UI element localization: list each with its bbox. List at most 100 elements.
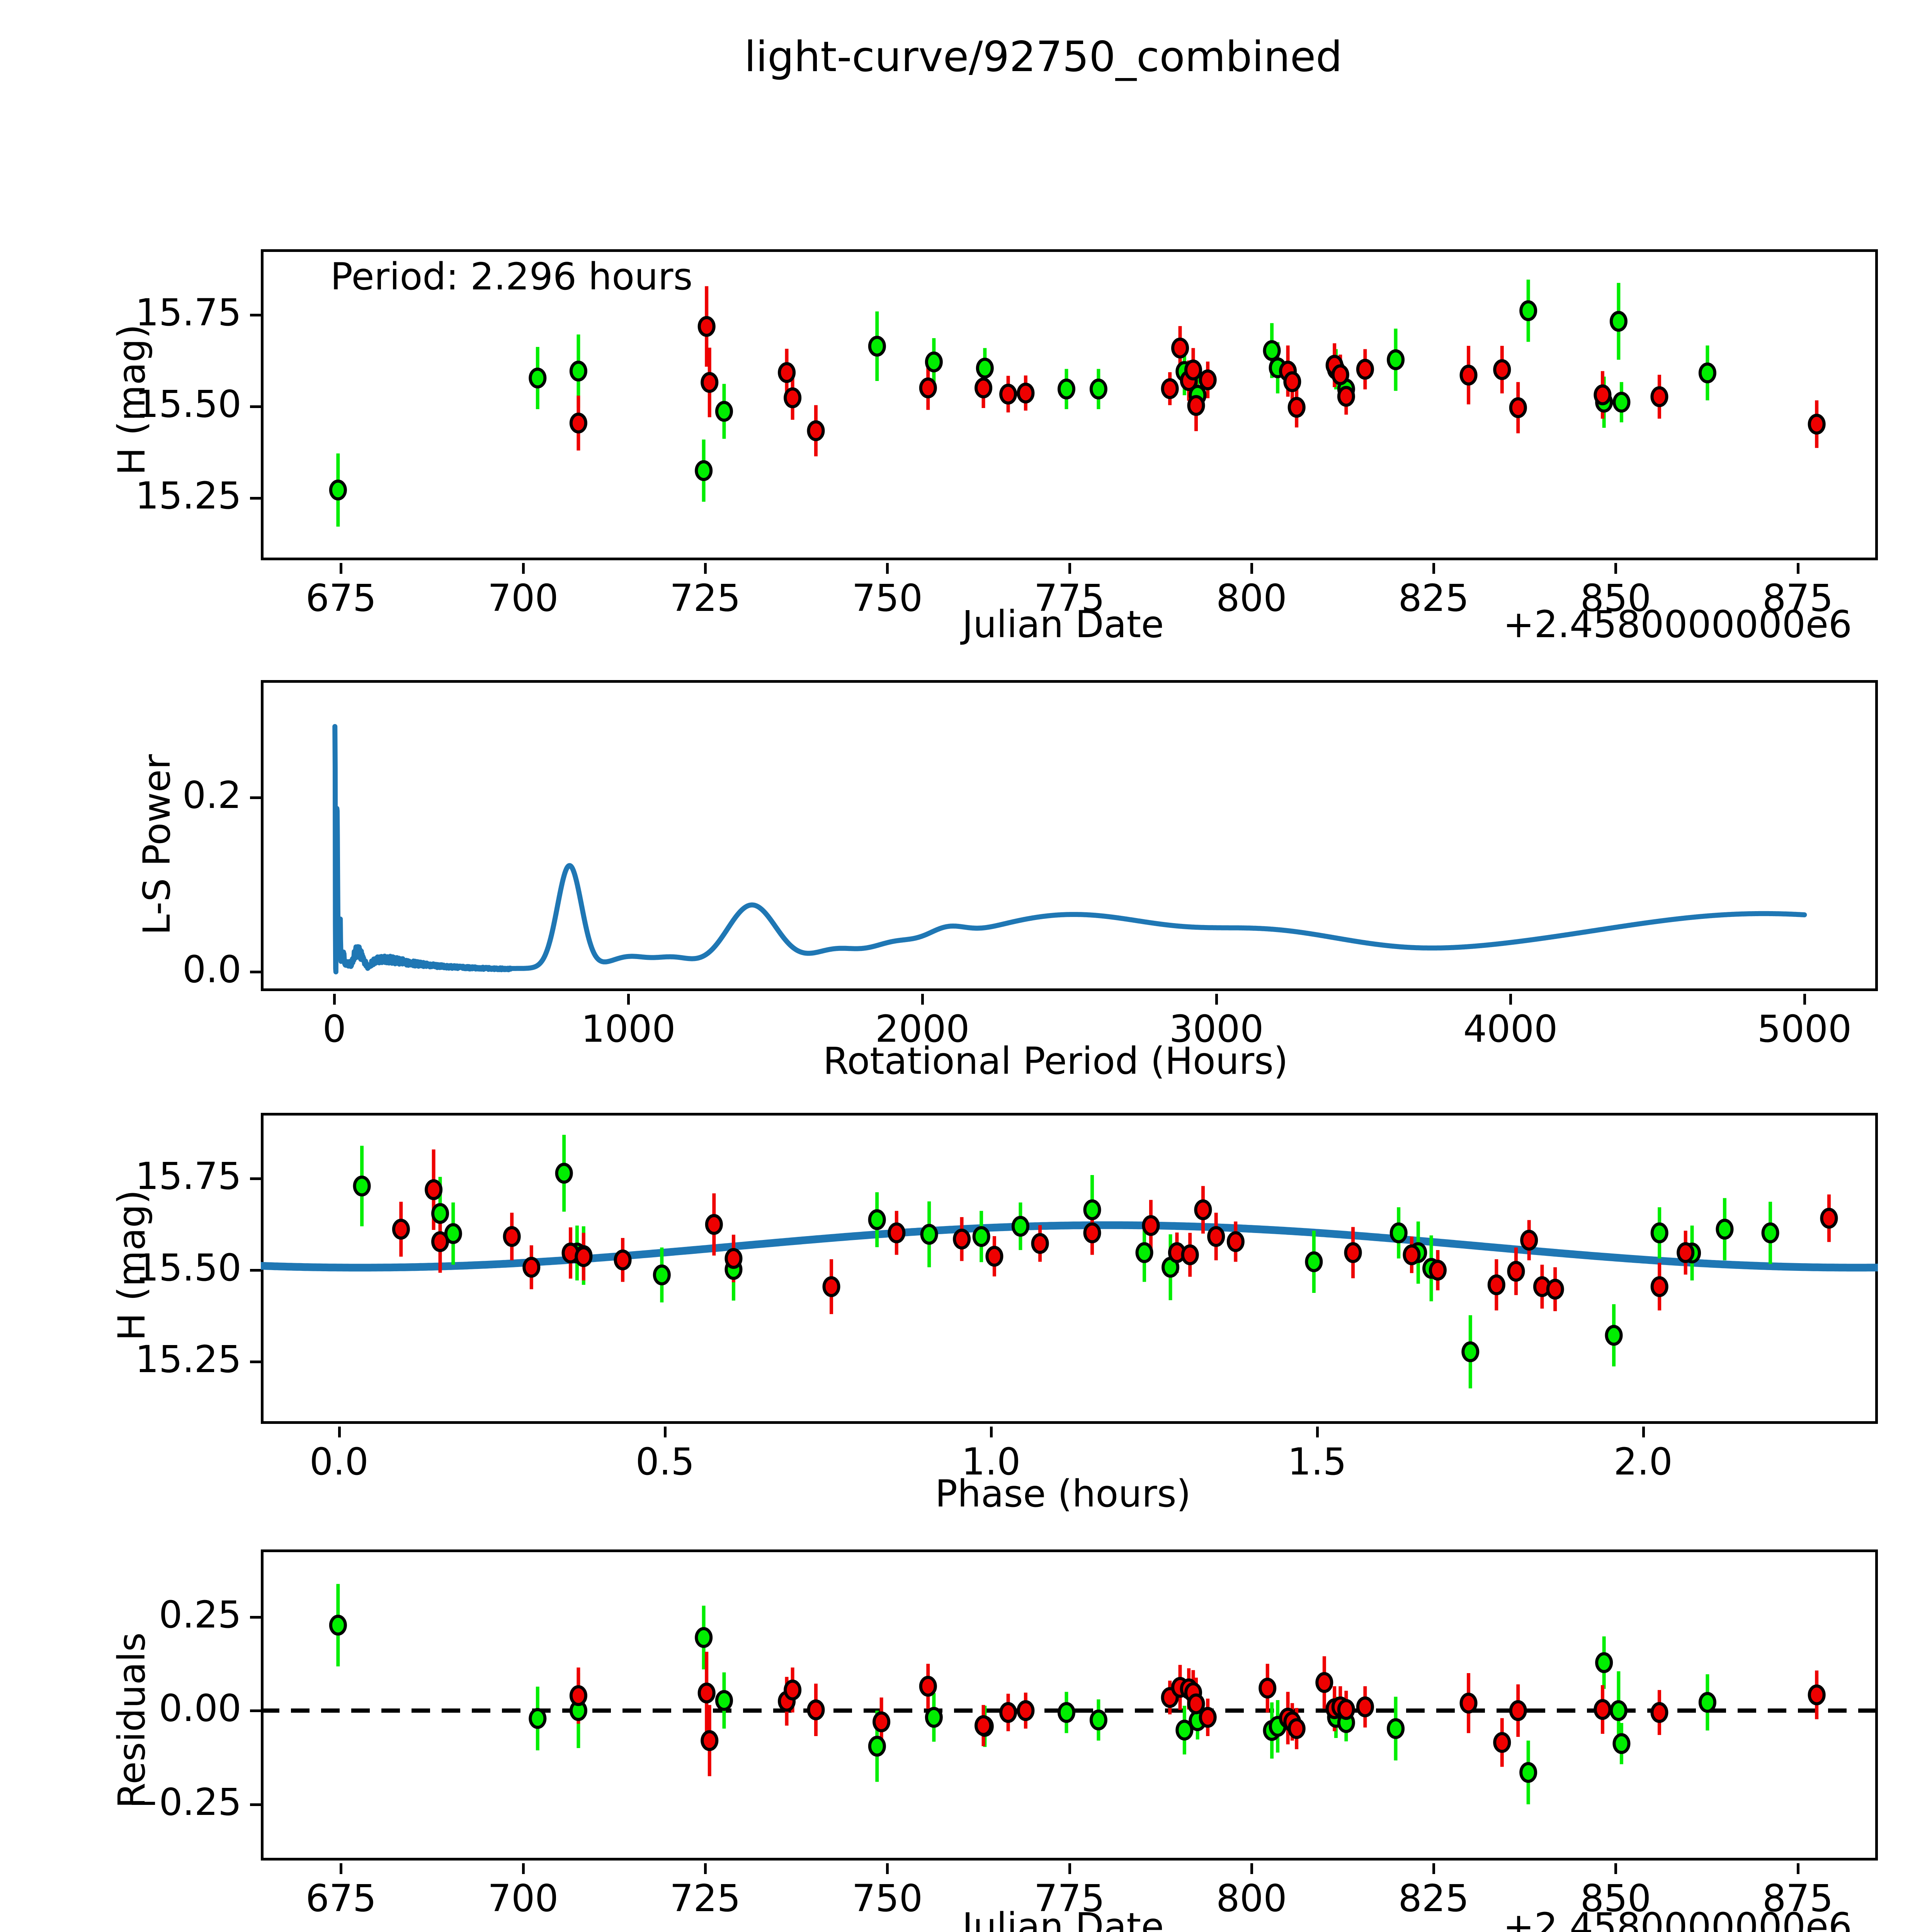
xtick-label-lightcurve: 775: [1034, 577, 1105, 620]
ytick-label-residuals: 0.25: [159, 1593, 242, 1636]
xtick-label-periodogram: 4000: [1463, 1007, 1558, 1051]
data-point-marker: [1650, 1222, 1668, 1243]
axis-tick-mark: [1796, 563, 1799, 574]
data-point-marker: [1017, 383, 1035, 404]
data-point-marker: [425, 1179, 443, 1200]
data-point-marker: [701, 372, 719, 393]
data-point-marker: [1089, 1709, 1107, 1731]
ytick-label-residuals: 0.00: [159, 1687, 242, 1730]
data-point-marker: [1305, 1251, 1323, 1272]
ytick-label-lightcurve: 15.75: [135, 291, 242, 335]
data-point-marker: [705, 1214, 723, 1235]
data-point-marker: [1459, 1692, 1478, 1714]
axis-tick-mark: [886, 563, 889, 574]
data-point-marker: [1520, 1230, 1538, 1251]
axis-tick-mark: [627, 994, 630, 1005]
data-point-marker: [999, 384, 1017, 405]
axis-tick-mark: [250, 796, 261, 799]
data-point-marker: [1331, 364, 1349, 385]
data-point-marker: [1519, 300, 1537, 321]
data-point-marker: [1612, 1733, 1631, 1754]
data-point-marker: [1207, 1226, 1225, 1247]
axis-tick-mark: [1068, 563, 1071, 574]
data-point-marker: [919, 1676, 937, 1697]
axis-tick-mark: [250, 1177, 261, 1180]
data-point-marker: [444, 1223, 462, 1244]
xtick-label-residuals: 750: [852, 1877, 923, 1920]
data-point-marker: [807, 420, 825, 441]
axis-tick-mark: [250, 971, 261, 974]
axis-tick-mark: [1642, 1427, 1645, 1437]
ytick-label-periodogram: 0.0: [182, 948, 242, 992]
axis-tick-mark: [664, 1427, 667, 1437]
data-point-marker: [569, 361, 587, 382]
data-point-marker: [975, 377, 993, 398]
ytick-label-residuals: −0.25: [128, 1780, 242, 1824]
data-point-marker: [1263, 340, 1281, 361]
data-point-marker: [1135, 1242, 1153, 1263]
data-point-marker: [1017, 1700, 1035, 1721]
data-point-marker: [715, 1690, 733, 1711]
data-point-marker: [1175, 1719, 1194, 1741]
data-point-marker: [1194, 1199, 1212, 1220]
xtick-label-residuals: 675: [305, 1877, 377, 1920]
data-point-marker: [1594, 1699, 1612, 1720]
axis-tick-mark: [990, 1427, 993, 1437]
data-point-marker: [868, 1736, 886, 1757]
axis-tick-mark: [1803, 994, 1806, 1005]
xtick-label-periodogram: 3000: [1169, 1007, 1264, 1051]
data-point-marker: [1716, 1219, 1734, 1240]
data-point-marker: [1650, 1702, 1668, 1723]
data-point-marker: [569, 1685, 587, 1706]
axis-tick-mark: [921, 994, 924, 1005]
data-point-marker: [972, 1226, 990, 1247]
data-point-marker: [1161, 378, 1179, 399]
data-point-marker: [1226, 1231, 1245, 1252]
data-point-marker: [569, 412, 587, 434]
axis-tick-mark: [1250, 563, 1253, 574]
data-point-marker: [653, 1264, 671, 1286]
xtick-label-phasefold: 2.0: [1614, 1440, 1673, 1483]
data-point-marker: [1184, 359, 1202, 381]
data-point-marker: [778, 362, 796, 383]
axis-tick-mark: [1509, 994, 1512, 1005]
xtick-label-lightcurve: 750: [852, 577, 923, 620]
xtick-label-residuals: 700: [488, 1877, 559, 1920]
data-point-marker: [1609, 311, 1628, 332]
axis-tick-mark: [1432, 563, 1435, 574]
data-point-marker: [1283, 371, 1301, 392]
xtick-label-residuals: 825: [1398, 1877, 1469, 1920]
data-point-marker: [925, 1707, 943, 1728]
data-point-marker: [1808, 1684, 1826, 1706]
data-point-marker: [697, 316, 716, 337]
data-point-marker: [976, 357, 994, 379]
ytick-label-phasefold: 15.75: [135, 1155, 242, 1198]
data-point-marker: [1259, 1677, 1277, 1699]
data-point-marker: [1677, 1242, 1695, 1263]
axis-tick-mark: [1068, 1863, 1071, 1874]
ytick-label-periodogram: 0.2: [182, 774, 242, 817]
xtick-label-residuals: 775: [1034, 1877, 1105, 1920]
xtick-label-residuals: 875: [1762, 1877, 1833, 1920]
axis-tick-mark: [1250, 1863, 1253, 1874]
xtick-label-residuals: 850: [1580, 1877, 1651, 1920]
data-point-marker: [1057, 378, 1075, 400]
data-point-marker: [697, 1682, 716, 1704]
xtick-label-lightcurve: 725: [670, 577, 741, 620]
axis-tick-mark: [886, 1863, 889, 1874]
data-point-marker: [975, 1715, 993, 1736]
xtick-label-periodogram: 2000: [875, 1007, 970, 1051]
data-point-marker: [1493, 359, 1511, 380]
xtick-label-residuals: 800: [1216, 1877, 1287, 1920]
data-point-marker: [695, 1627, 713, 1648]
data-point-marker: [1403, 1244, 1421, 1265]
data-point-marker: [1461, 1341, 1480, 1362]
data-point-marker: [1487, 1274, 1505, 1296]
data-point-marker: [1546, 1279, 1564, 1300]
ytick-label-lightcurve: 15.25: [135, 474, 242, 517]
data-point-marker: [522, 1257, 541, 1278]
data-point-marker: [329, 1614, 347, 1636]
